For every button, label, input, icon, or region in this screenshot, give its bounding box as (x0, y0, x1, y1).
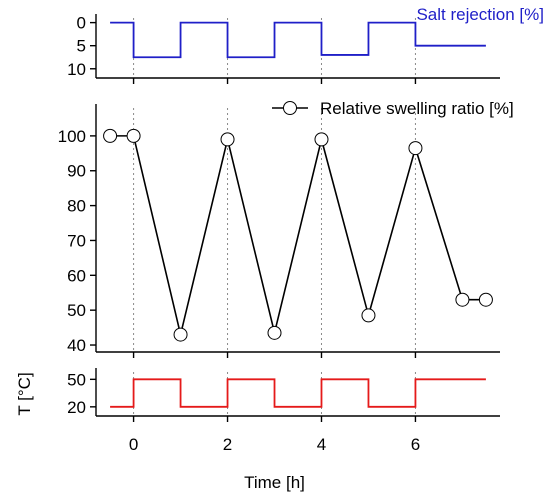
y-tick-label: 0 (77, 14, 86, 33)
legend-marker (283, 101, 297, 115)
y-tick-label: 10 (67, 60, 86, 79)
y-tick-label: 50 (67, 301, 86, 320)
x-tick-label: 0 (129, 435, 138, 454)
y-tick-label: 100 (58, 127, 86, 146)
y-tick-label: 50 (67, 370, 86, 389)
swelling-ratio-point (267, 325, 282, 340)
y-tick-label: 60 (67, 266, 86, 285)
x-tick-label: 2 (223, 435, 232, 454)
salt-rejection-title: Salt rejection [%] (416, 5, 544, 24)
swelling-ratio-point (103, 128, 118, 143)
swelling-ratio-point (220, 132, 235, 147)
swelling-ratio-point (173, 327, 188, 342)
y-axis-label-temperature: T [°C] (15, 372, 34, 415)
swelling-ratio-point (314, 132, 329, 147)
swelling-ratio-point (126, 128, 141, 143)
legend-label: Relative swelling ratio [%] (320, 99, 514, 118)
axes: 0 5 10 40 50 60 70 80 90 100 20 50 0 2 4 6 (58, 14, 500, 454)
y-tick-label: 70 (67, 231, 86, 250)
y-tick-label: 5 (77, 37, 86, 56)
swelling-ratio-point (408, 141, 423, 156)
data-series (103, 21, 493, 408)
labels: Salt rejection [%] Relative swelling rat… (15, 5, 544, 492)
y-tick-label: 90 (67, 162, 86, 181)
swelling-ratio-point (361, 308, 376, 323)
swelling-ratio-line (110, 135, 486, 335)
y-tick-label: 80 (67, 197, 86, 216)
swelling-ratio-point (455, 292, 470, 307)
x-tick-label: 4 (317, 435, 326, 454)
y-tick-label: 40 (67, 336, 86, 355)
swelling-ratio-point (478, 292, 493, 307)
x-axis-label: Time [h] (244, 473, 305, 492)
y-tick-label: 20 (67, 398, 86, 417)
temperature-line (110, 378, 486, 408)
x-tick-label: 6 (411, 435, 420, 454)
salt-rejection-line (110, 21, 486, 59)
